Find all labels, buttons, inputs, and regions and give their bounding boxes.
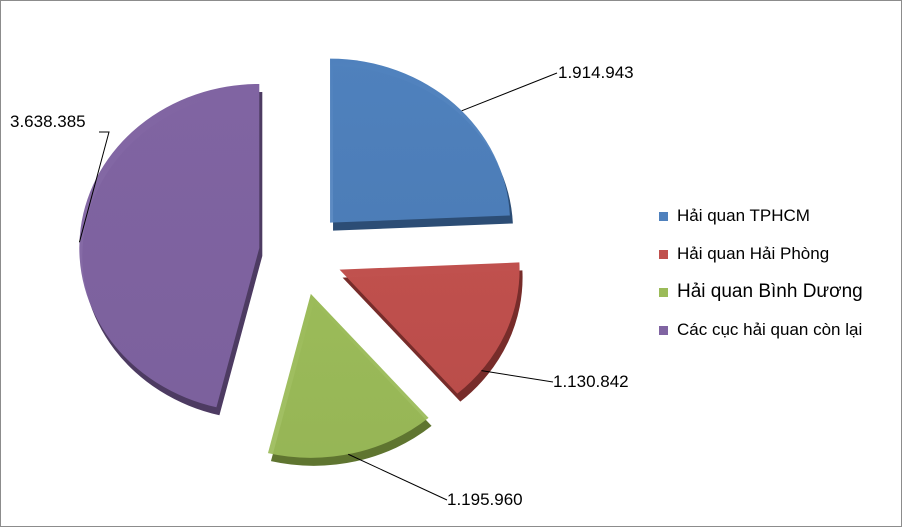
legend-swatch (659, 211, 668, 221)
legend-label: Hải quan TPHCM (677, 206, 810, 225)
pie-slice (339, 262, 520, 394)
pie-slice (330, 58, 510, 223)
legend-swatch (659, 287, 668, 297)
legend: Hải quan TPHCM Hải quan Hải Phòng Hải qu… (659, 197, 863, 349)
legend-item: Hải quan Hải Phòng (659, 235, 863, 273)
leader-line (78, 131, 110, 243)
pie-slice (267, 293, 429, 458)
leader-line (481, 370, 554, 383)
pie-slice (79, 83, 260, 408)
legend-item: Hải quan Bình Dương (659, 273, 863, 311)
legend-label: Các cục hải quan còn lại (677, 320, 863, 339)
legend-item: Hải quan TPHCM (659, 197, 863, 235)
legend-swatch (659, 325, 668, 335)
legend-label: Hải quan Hải Phòng (677, 244, 830, 263)
data-label: 1.914.943 (558, 63, 634, 82)
leader-line (461, 72, 558, 112)
legend-swatch (659, 249, 668, 259)
legend-label: Hải quan Bình Dương (677, 281, 863, 302)
data-label: 1.195.960 (447, 490, 523, 509)
legend-item: Các cục hải quan còn lại (659, 311, 863, 349)
leader-line (348, 453, 448, 501)
data-label: 3.638.385 (10, 112, 86, 131)
data-label: 1.130.842 (553, 372, 629, 391)
